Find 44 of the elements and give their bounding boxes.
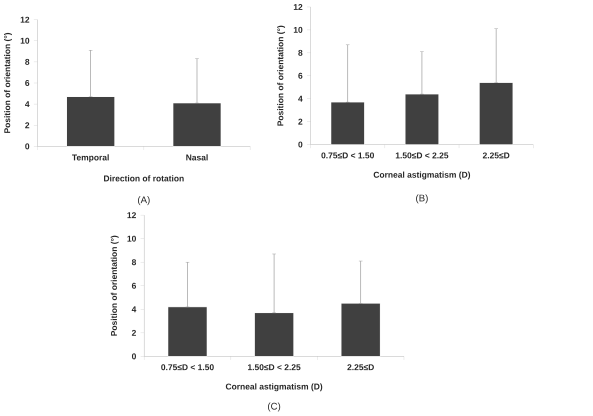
y-tick-label: 4 bbox=[25, 101, 30, 108]
x-tick-label: 0.75≤D < 1.50 bbox=[321, 152, 374, 159]
x-tick-label: 2.25≤D bbox=[482, 152, 510, 159]
bar bbox=[404, 94, 439, 146]
y-tick-label: 12 bbox=[20, 16, 30, 23]
y-axis-title: Position of orientation (°) bbox=[4, 33, 12, 134]
text: (A) bbox=[138, 196, 150, 206]
y-tick-label: 6 bbox=[132, 282, 136, 289]
y-tick-label: 8 bbox=[298, 50, 302, 56]
y-tick-label: 10 bbox=[20, 38, 30, 44]
bar bbox=[330, 102, 365, 146]
y-tick-label: 8 bbox=[25, 59, 30, 66]
y-tick-label: 6 bbox=[298, 73, 302, 79]
y-tick-label: 0 bbox=[132, 354, 136, 360]
x-tick-label: 1.50≤D < 2.25 bbox=[248, 364, 300, 370]
y-tick-label: 10 bbox=[294, 27, 302, 34]
x-tick-label: Nasal bbox=[186, 154, 208, 161]
x-tick-label: 2.25≤D bbox=[347, 364, 374, 370]
y-tick-label: 12 bbox=[127, 212, 136, 218]
y-tick-label: 0 bbox=[25, 144, 30, 150]
x-tick-label: Temporal bbox=[72, 154, 109, 162]
x-tick-label: 0.75≤D < 1.50 bbox=[161, 364, 214, 370]
bar bbox=[340, 303, 380, 357]
x-axis-title: Direction of rotation bbox=[104, 175, 184, 182]
y-tick-label: 12 bbox=[294, 4, 302, 10]
y-tick-label: 2 bbox=[298, 118, 302, 125]
bar bbox=[254, 312, 294, 357]
y-tick-label: 2 bbox=[132, 330, 136, 336]
y-tick-label: 4 bbox=[298, 96, 303, 102]
y-tick-label: 6 bbox=[25, 80, 30, 86]
y-axis-title: Position of orientation (°) bbox=[277, 26, 286, 126]
text: (B) bbox=[416, 194, 428, 204]
y-tick-label: 4 bbox=[132, 306, 136, 312]
x-axis-title: Corneal astigmatism (D) bbox=[226, 384, 322, 392]
y-tick-label: 2 bbox=[25, 122, 30, 128]
bar bbox=[168, 306, 208, 357]
y-tick-label: 8 bbox=[132, 259, 136, 266]
bar bbox=[479, 82, 514, 146]
y-tick-label: 0 bbox=[298, 142, 302, 148]
x-tick-label: 1.50≤D < 2.25 bbox=[396, 152, 448, 159]
x-axis-title: Corneal astigmatism (D) bbox=[374, 172, 470, 180]
y-axis-title: Position of orientation (°) bbox=[110, 236, 119, 336]
text: (C) bbox=[268, 402, 280, 412]
y-tick-label: 10 bbox=[127, 236, 136, 242]
